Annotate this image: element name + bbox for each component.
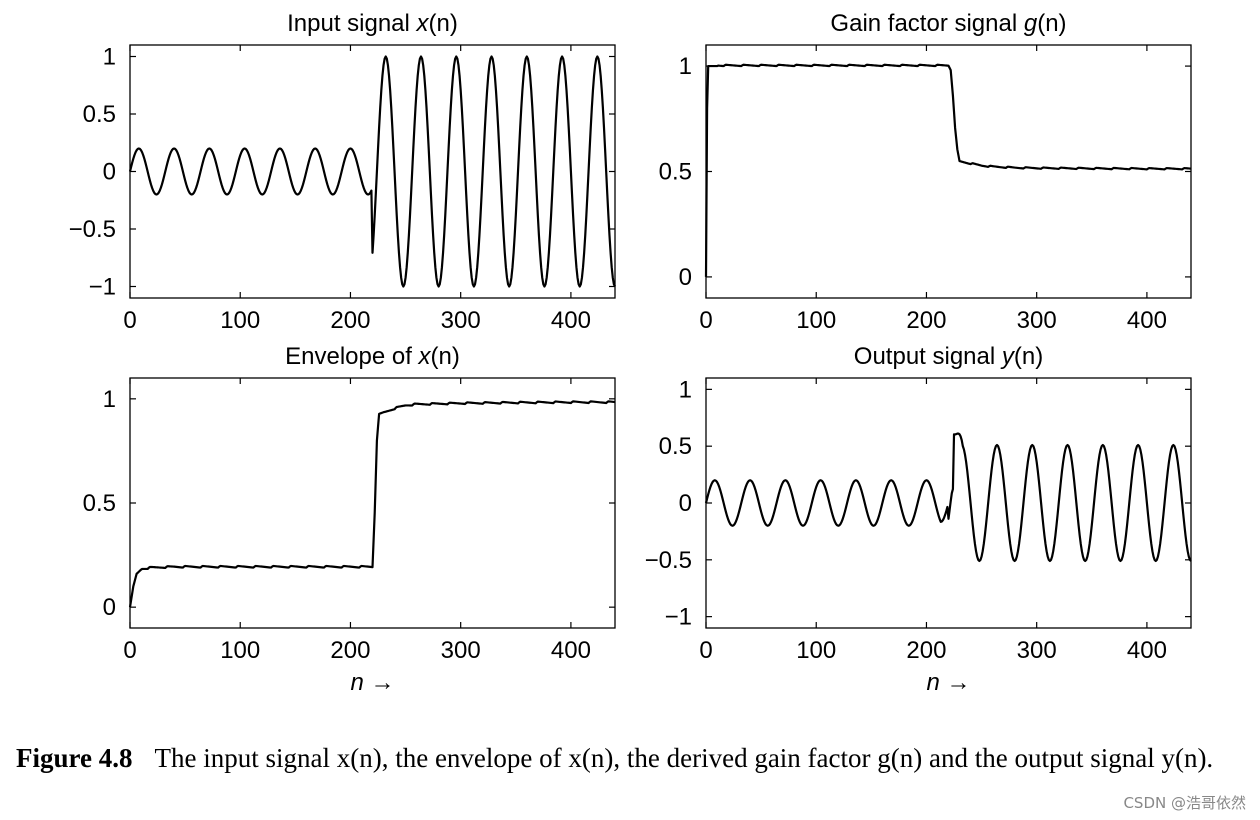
x-tick-label: 400: [1127, 307, 1167, 334]
y-tick-label: 0: [103, 159, 116, 186]
caption-label: Figure 4.8: [16, 743, 133, 773]
watermark: CSDN @浩哥依然: [1123, 794, 1246, 812]
y-tick-label: 1: [103, 386, 116, 413]
figure-canvas: Input signal x(n)0 100 200 300 40010.50−0.5−…: [69, 10, 1192, 696]
x-tick-label: 200: [330, 307, 370, 334]
y-tick-label: 0: [103, 594, 116, 621]
chart-panel-1: Input signal x(n) 0 100 200 300 400 1 0.5 0 −0.5 −…: [69, 10, 616, 334]
x-tick-label: 0: [123, 637, 136, 664]
x-tick-label: 200: [906, 637, 946, 664]
chart-title: Gain factor signal g(n): [830, 10, 1066, 37]
x-tick-label: 100: [796, 637, 836, 664]
caption-text: The input signal x(n), the envelope of x…: [154, 743, 1214, 773]
x-axis-label: n →: [926, 669, 970, 696]
y-tick-label: 0.5: [83, 490, 116, 517]
x-tick-label: 0: [699, 307, 712, 334]
y-tick-label: −0.5: [645, 547, 692, 574]
series-line: [704, 63, 1192, 277]
y-tick-label: −1: [665, 604, 692, 631]
chart-panel-4: Output signal y(n) 0 100 200 300 400 1 0.5 0 −0.5…: [645, 343, 1192, 696]
x-tick-label: 300: [1017, 637, 1057, 664]
y-tick-label: 1: [679, 376, 692, 403]
series-line: [704, 432, 1192, 563]
x-tick-label: 400: [551, 637, 591, 664]
y-tick-label: 0: [679, 490, 692, 517]
x-tick-label: 100: [796, 307, 836, 334]
x-tick-label: 0: [123, 307, 136, 334]
chart-panel-2: Gain factor signal g(n) 0 100 200 300 400 1 0.5…: [659, 10, 1192, 334]
series-line: [128, 55, 616, 288]
plot-frame: [705, 44, 1192, 299]
y-tick-label: 0.5: [83, 101, 116, 128]
x-tick-label: 200: [906, 307, 946, 334]
chart-title: Envelope of x(n): [285, 343, 460, 370]
y-tick-label: 0: [679, 264, 692, 291]
x-tick-label: 300: [1017, 307, 1057, 334]
figure-caption: Figure 4.8 The input signal x(n), the env…: [16, 738, 1246, 778]
x-tick-label: 400: [551, 307, 591, 334]
y-tick-label: 0.5: [659, 159, 692, 186]
x-tick-label: 300: [441, 307, 481, 334]
y-tick-label: 0.5: [659, 433, 692, 460]
y-tick-label: −0.5: [69, 216, 116, 243]
x-tick-label: 200: [330, 637, 370, 664]
plot-frame: [705, 377, 1192, 629]
plot-frame: [129, 44, 616, 299]
chart-panel-3: Envelope of x(n) 0 100 200 300 400 1 0.5 0 n →: [83, 343, 616, 696]
y-tick-label: 1: [103, 44, 116, 71]
x-tick-label: 100: [220, 307, 260, 334]
series-line: [128, 400, 616, 608]
chart-title: Input signal x(n): [287, 10, 458, 37]
x-tick-label: 0: [699, 637, 712, 664]
x-tick-label: 100: [220, 637, 260, 664]
y-tick-label: 1: [679, 53, 692, 80]
chart-title: Output signal y(n): [854, 343, 1043, 370]
x-tick-label: 400: [1127, 637, 1167, 664]
plot-frame: [129, 377, 616, 629]
x-tick-label: 300: [441, 637, 481, 664]
x-axis-label: n →: [350, 669, 394, 696]
y-tick-label: −1: [89, 274, 116, 301]
